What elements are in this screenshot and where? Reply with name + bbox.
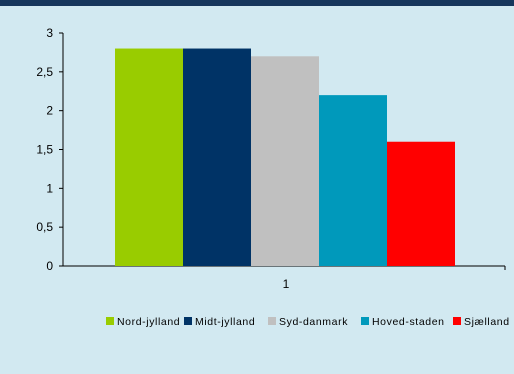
bar-hoved-staden bbox=[319, 95, 387, 266]
y-tick-label: 0 bbox=[46, 259, 53, 273]
legend: Nord-jylland Midt-jylland Syd-danmark Hoved… bbox=[106, 316, 510, 328]
legend-swatch bbox=[361, 317, 369, 325]
legend-swatch bbox=[453, 317, 461, 325]
y-tick-label: 2,5 bbox=[36, 65, 53, 79]
bar-midt-jylland bbox=[183, 49, 251, 266]
y-tick-label: 1,5 bbox=[36, 143, 53, 157]
y-tick-label: 3 bbox=[46, 26, 53, 40]
y-tick-label: 0,5 bbox=[36, 220, 53, 234]
bar-sj-lland bbox=[387, 142, 455, 266]
x-tick-label: 1 bbox=[283, 277, 290, 291]
legend-label: Hoved-staden bbox=[372, 316, 445, 328]
legend-swatch bbox=[106, 317, 114, 325]
legend-swatch bbox=[184, 317, 192, 325]
legend-swatch bbox=[268, 317, 276, 325]
legend-label: Nord-jylland bbox=[117, 316, 180, 328]
legend-label: Sjælland bbox=[464, 316, 510, 328]
y-tick-label: 2 bbox=[46, 104, 53, 118]
legend-label: Syd-danmark bbox=[279, 316, 348, 328]
legend-label: Midt-jylland bbox=[195, 316, 255, 328]
bar-syd-danmark bbox=[251, 56, 319, 266]
y-ticks: 0 0,5 1 1,5 2 2,5 3 bbox=[36, 26, 63, 273]
bars bbox=[115, 49, 455, 266]
bar-nord-jylland bbox=[115, 49, 183, 266]
y-tick-label: 1 bbox=[46, 181, 53, 195]
